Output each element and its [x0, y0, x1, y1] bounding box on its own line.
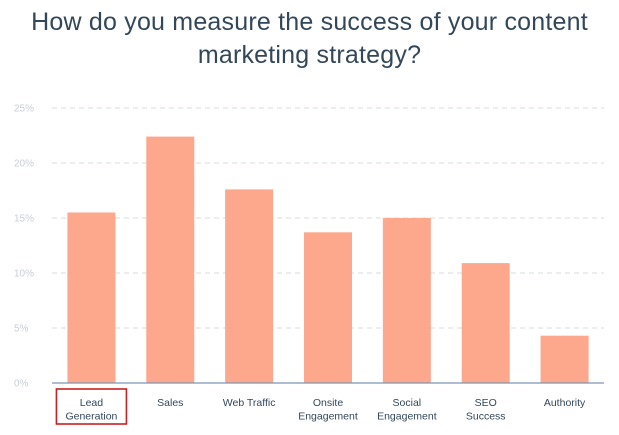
category-label: Engagement: [298, 411, 358, 423]
category-label: SEO: [475, 397, 497, 409]
category-label: Web Traffic: [223, 397, 276, 409]
y-tick-label: 25%: [14, 104, 34, 115]
bar: [540, 335, 589, 383]
chart-title-line-2: marketing strategy?: [197, 41, 422, 69]
category-label: Generation: [65, 411, 117, 423]
bar: [225, 189, 274, 383]
bar: [67, 212, 116, 383]
chart-title-line-1: How do you measure the success of your c…: [31, 8, 588, 36]
bar: [304, 232, 352, 383]
bar: [382, 218, 431, 383]
category-label: Onsite: [313, 397, 344, 409]
category-label: Sales: [157, 397, 183, 409]
y-tick-label: 20%: [14, 159, 34, 170]
category-label: Engagement: [377, 411, 437, 423]
category-label: Authority: [544, 397, 586, 409]
y-tick-label: 10%: [14, 269, 34, 280]
category-label: Social: [393, 397, 422, 409]
bar: [146, 136, 195, 383]
bar: [461, 263, 510, 383]
category-label: Success: [466, 411, 506, 423]
highlight-box: [55, 388, 128, 425]
category-label: Lead: [80, 397, 104, 409]
chart-title: How do you measure the success of your c…: [0, 6, 619, 72]
y-tick-label: 15%: [14, 214, 34, 225]
y-tick-label: 5%: [14, 324, 29, 335]
y-tick-label: 0%: [14, 379, 29, 390]
